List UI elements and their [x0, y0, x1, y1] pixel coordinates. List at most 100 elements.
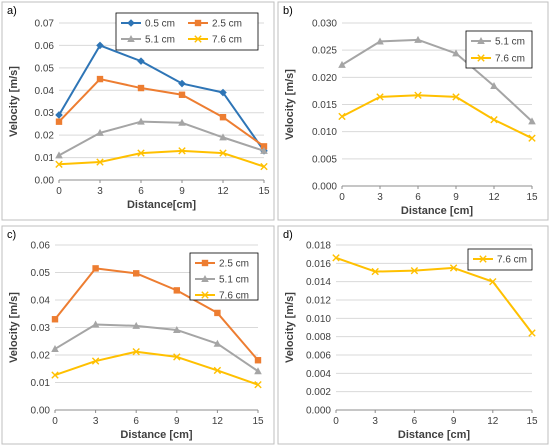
series-line: [58, 78, 265, 148]
y-tick-label: 0.025: [312, 46, 337, 57]
data-point: [338, 60, 346, 68]
x-tick-label: 3: [372, 416, 378, 427]
x-tick-label: 6: [138, 186, 144, 197]
y-tick-label: 0.04: [31, 296, 51, 307]
data-point: [332, 254, 340, 262]
x-axis-title: Distance[cm]: [127, 199, 196, 211]
data-point: [133, 270, 140, 277]
x-tick-label: 15: [252, 416, 264, 427]
data-point: [51, 316, 59, 323]
legend-label: 5.1 cm: [495, 37, 525, 48]
chart-panel-3: c) 0.00 0.01 0.02 0.03 0.04 0.05 0.06 0 3 6 9 12 15 Di…: [1, 225, 275, 445]
data-point: [449, 264, 458, 272]
x-tick-label: 12: [217, 186, 229, 197]
series-line: [54, 350, 259, 386]
data-point: [96, 128, 104, 136]
data-point: [219, 133, 227, 141]
y-tick-label: 0.018: [306, 241, 331, 252]
legend-label: 2.5 cm: [219, 259, 249, 270]
y-tick-label: 0.030: [312, 19, 337, 30]
x-tick-label: 9: [174, 416, 180, 427]
data-point: [376, 93, 384, 101]
chart-panel-2: b) 0.000 0.005 0.010 0.015 0.020 0.025 0.030 0 3 6…: [277, 1, 549, 221]
y-tick-label: 0.00: [35, 176, 55, 187]
series-line: [58, 149, 265, 168]
data-point: [260, 143, 268, 150]
data-point: [213, 339, 222, 347]
x-tick-label: 12: [488, 192, 500, 203]
x-tick-label: 12: [212, 416, 224, 427]
legend-marker: [479, 255, 487, 263]
data-point: [173, 353, 181, 361]
y-tick-label: 0.06: [35, 41, 55, 52]
y-tick-label: 0.04: [35, 86, 55, 97]
x-tick-label: 6: [415, 192, 421, 203]
legend-marker: [477, 54, 485, 62]
data-point: [219, 88, 227, 97]
series-3: [55, 117, 268, 159]
legend-box: [115, 12, 259, 51]
y-tick-label: 0.002: [306, 387, 331, 398]
legend-marker: [127, 35, 135, 42]
data-point: [260, 146, 268, 154]
legend-box: [465, 30, 533, 69]
data-point: [214, 309, 221, 317]
series-2: [51, 320, 262, 375]
y-tick-label: 0.03: [35, 108, 55, 119]
data-point: [173, 325, 181, 333]
legend-marker: [201, 291, 209, 299]
data-point: [414, 35, 422, 43]
data-point: [51, 371, 59, 379]
data-point: [528, 134, 536, 142]
panel-label: d): [283, 229, 293, 241]
y-tick-label: 0.016: [306, 259, 331, 270]
series-1: [332, 254, 536, 337]
y-axis-title: Velocity [m/s]: [8, 292, 20, 363]
x-tick-label: 0: [339, 192, 345, 203]
data-point: [137, 117, 145, 125]
y-axis-title: Velocity [m/s]: [284, 69, 296, 140]
legend-marker: [194, 19, 202, 27]
data-point: [55, 111, 63, 119]
data-point: [51, 344, 59, 352]
y-tick-label: 0.012: [306, 296, 331, 307]
series-4: [55, 147, 268, 171]
y-axis-title: Velocity [m/s]: [284, 292, 296, 363]
legend-marker: [201, 259, 209, 267]
data-point: [528, 329, 536, 337]
data-point: [132, 321, 140, 329]
data-point: [173, 287, 180, 294]
y-tick-label: 0.006: [306, 351, 331, 362]
data-point: [178, 147, 186, 155]
data-point: [338, 112, 346, 121]
legend-label: 7.6 cm: [219, 291, 249, 302]
data-point: [137, 57, 145, 65]
y-tick-label: 0.000: [306, 406, 331, 417]
y-tick-label: 0.005: [312, 154, 337, 165]
y-tick-label: 0.05: [31, 268, 51, 279]
series-line: [54, 267, 259, 361]
y-tick-label: 0.010: [306, 314, 331, 325]
data-point: [528, 117, 536, 125]
data-point: [254, 357, 262, 364]
panel-label: c): [7, 229, 16, 241]
x-tick-label: 3: [377, 192, 383, 203]
series-line: [58, 120, 265, 157]
legend: 7.6 cm: [467, 248, 533, 271]
data-point: [96, 75, 104, 83]
panel-label: b): [283, 5, 293, 17]
y-tick-label: 0.03: [31, 323, 51, 334]
data-point: [96, 41, 104, 50]
legend-label: 7.6 cm: [495, 54, 525, 65]
data-point: [254, 381, 262, 389]
x-axis-title: Distance [cm]: [120, 429, 192, 441]
data-point: [91, 357, 100, 365]
data-point: [137, 149, 145, 157]
x-tick-label: 15: [526, 192, 538, 203]
x-tick-label: 15: [258, 186, 270, 197]
legend-box: [467, 248, 533, 271]
series-1: [55, 41, 268, 155]
legend-label: 7.6 cm: [497, 255, 527, 266]
x-tick-label: 6: [133, 416, 139, 427]
